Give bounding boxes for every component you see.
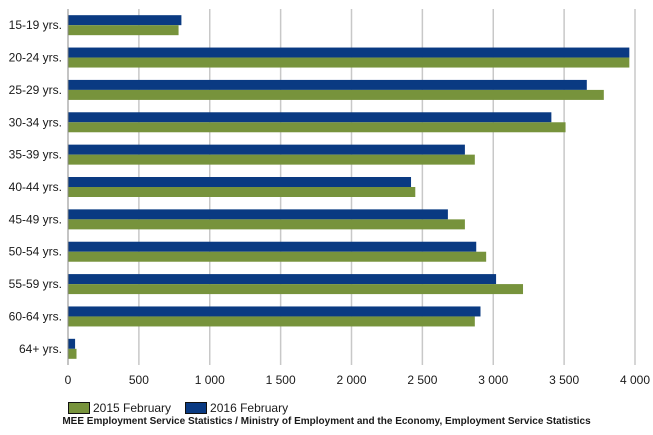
x-tick-label: 1 000 — [195, 373, 225, 387]
category-label: 45-49 yrs. — [9, 212, 62, 226]
category-label: 20-24 yrs. — [9, 51, 62, 65]
legend-swatch-2015 — [68, 402, 90, 414]
legend-label-2016: 2016 February — [210, 401, 289, 415]
category-label: 25-29 yrs. — [9, 83, 62, 97]
bar-2015-1 — [68, 57, 630, 68]
bar-chart: 15-19 yrs. 20-24 yrs. 25-29 yrs. 30-34 yrs.… — [9, 9, 651, 387]
bar-2016-9 — [68, 306, 481, 317]
bar-2016-1 — [68, 47, 630, 58]
category-label: 50-54 yrs. — [9, 245, 62, 259]
bar-2015-9 — [68, 316, 475, 327]
x-tick-label: 2 000 — [336, 373, 366, 387]
category-label: 40-44 yrs. — [9, 180, 62, 194]
category-label: 30-34 yrs. — [9, 115, 62, 129]
x-tick-label: 0 — [65, 373, 72, 387]
x-tick-label: 3 000 — [478, 373, 508, 387]
bar-2016-3 — [68, 112, 552, 123]
bar-2016-2 — [68, 79, 587, 90]
legend-swatch-2016 — [185, 402, 208, 414]
source-note: MEE Employment Service Statistics / Mini… — [62, 416, 591, 427]
x-tick-label: 3 500 — [549, 373, 579, 387]
bar-2015-3 — [68, 122, 566, 133]
category-labels: 15-19 yrs. 20-24 yrs. 25-29 yrs. 30-34 yrs.… — [9, 18, 62, 356]
bar-2015-5 — [68, 187, 416, 197]
legend-label-2015: 2015 February — [93, 401, 172, 415]
bar-2016-0 — [68, 15, 182, 26]
bar-2016-5 — [68, 177, 412, 187]
category-label: 15-19 yrs. — [9, 18, 62, 32]
x-tick-label: 1 500 — [266, 373, 296, 387]
category-label: 55-59 yrs. — [9, 277, 62, 291]
x-tick-label: 4 000 — [620, 373, 650, 387]
category-label: 35-39 yrs. — [9, 148, 62, 162]
bar-2015-10 — [68, 348, 77, 359]
bar-2016-4 — [68, 144, 465, 155]
bar-2015-7 — [68, 251, 487, 262]
legend-item-2015: 2015 February — [68, 401, 171, 415]
bar-2015-6 — [68, 219, 465, 230]
bar-2015-8 — [68, 284, 524, 295]
x-tick-label: 500 — [129, 373, 149, 387]
legend: 2015 February 2016 February — [68, 401, 288, 415]
bar-2015-2 — [68, 89, 604, 100]
legend-item-2016: 2016 February — [185, 401, 288, 415]
bar-2016-8 — [68, 274, 497, 285]
bar-2015-4 — [68, 154, 475, 165]
bar-2016-6 — [68, 209, 448, 220]
bar-2016-7 — [68, 241, 477, 252]
x-tick-label: 2 500 — [407, 373, 437, 387]
bar-2015-0 — [68, 25, 179, 36]
category-label: 60-64 yrs. — [9, 309, 62, 323]
category-label: 64+ yrs. — [19, 342, 62, 356]
x-tick-labels: 0 500 1 000 1 500 2 000 2 500 3 000 3 500 4 000 — [65, 373, 651, 387]
bars — [68, 15, 630, 359]
bar-2016-10 — [68, 338, 76, 349]
